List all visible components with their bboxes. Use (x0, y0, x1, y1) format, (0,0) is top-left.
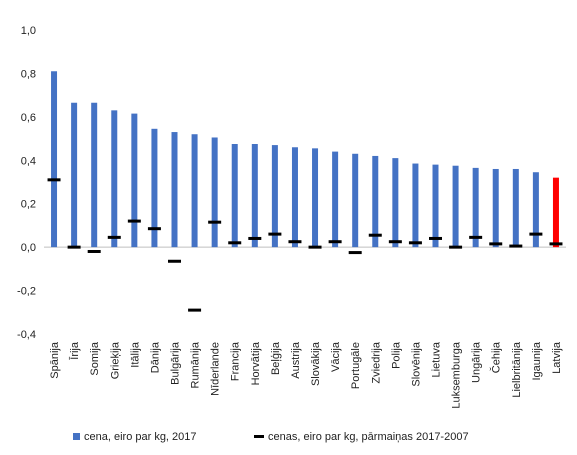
x-tick-label: Francija (230, 341, 242, 381)
y-tick-label: -0,2 (17, 286, 36, 298)
x-axis-labels: Spānija Īrija Somija Grieķija Itālija Dānija B… (49, 341, 563, 409)
x-tick-label: Zviedrija (370, 341, 382, 383)
x-tick-label: Īrija (69, 341, 81, 360)
y-tick-label: 0,8 (21, 68, 36, 80)
bar (91, 102, 98, 248)
x-tick-label: Ungārija (471, 341, 483, 383)
x-tick-label: Lielbritānija (511, 341, 523, 398)
x-tick-label: Čehija (490, 341, 503, 373)
y-tick-label: 0,2 (21, 199, 36, 211)
y-tick-label: 0,0 (21, 242, 36, 254)
change-marker (368, 233, 382, 237)
change-marker (188, 308, 202, 312)
bar (432, 164, 439, 248)
bar (271, 145, 278, 248)
bar (412, 163, 419, 248)
change-marker (328, 240, 342, 244)
x-tick-label: Vācija (330, 341, 342, 372)
change-marker (509, 244, 523, 248)
bar (392, 158, 399, 248)
bar (151, 128, 158, 248)
y-tick-label: 1,0 (21, 25, 36, 37)
bar (372, 155, 379, 248)
bar (512, 168, 519, 248)
x-tick-label: Austrija (290, 341, 302, 379)
bar (352, 153, 359, 248)
bar-series (51, 71, 559, 248)
marker-series (47, 178, 563, 312)
bar (532, 172, 539, 248)
change-marker (248, 236, 262, 240)
legend-bar-swatch (73, 433, 80, 440)
bar (492, 168, 499, 248)
x-tick-label: Beļģija (269, 341, 282, 375)
change-marker (549, 242, 563, 246)
x-tick-label: Portugāle (350, 342, 362, 389)
x-tick-label: Polija (390, 341, 402, 369)
change-marker (449, 245, 463, 249)
change-marker (388, 240, 402, 244)
change-marker (228, 241, 242, 245)
bar (231, 144, 238, 248)
legend-label: cenas, eiro par kg, pārmaiņas 2017-2007 (268, 431, 469, 443)
change-marker (268, 232, 282, 236)
change-marker (107, 235, 121, 239)
x-tick-label: Lietuva (431, 341, 443, 377)
legend-marker-swatch (254, 435, 264, 438)
change-marker (529, 232, 543, 236)
change-marker (67, 245, 81, 249)
bar (211, 137, 218, 248)
change-marker (47, 178, 61, 182)
legend-label: cena, eiro par kg, 2017 (84, 431, 197, 443)
x-tick-label: Slovākija (310, 341, 322, 386)
bar (472, 167, 479, 248)
x-tick-label: Dānija (149, 341, 161, 373)
x-tick-label: Bulgārija (170, 341, 182, 385)
x-tick-label: Igaunija (531, 341, 543, 380)
bar (291, 147, 298, 248)
x-tick-label: Latvija (551, 341, 563, 374)
change-marker (147, 227, 161, 231)
x-tick-label: Rumānija (190, 341, 202, 388)
y-tick-label: 0,6 (21, 112, 36, 124)
x-tick-label: Itālija (129, 341, 141, 368)
bar (552, 177, 559, 248)
x-tick-label: Grieķija (109, 341, 121, 379)
change-marker (308, 245, 322, 249)
y-axis-ticks: -0,4 -0,2 0,0 0,2 0,4 0,6 0,8 1,0 (17, 25, 36, 341)
bar (251, 144, 258, 248)
bar (51, 71, 58, 248)
change-marker (127, 219, 141, 223)
bar (312, 148, 319, 248)
bar (111, 110, 118, 248)
bar (131, 113, 138, 248)
change-marker (168, 259, 181, 263)
x-tick-label: Horvātija (250, 341, 262, 385)
x-tick-label: Luksemburga (451, 341, 463, 409)
x-tick-label: Spānija (49, 341, 61, 379)
bar (171, 132, 178, 248)
change-marker (208, 220, 222, 224)
change-marker (348, 251, 362, 255)
change-marker (469, 235, 483, 239)
y-tick-label: 0,4 (21, 155, 36, 167)
x-tick-label: Nīderlande (210, 342, 222, 396)
x-tick-label: Slovēnija (410, 341, 422, 387)
change-marker (288, 240, 302, 244)
x-tick-label: Somija (89, 341, 101, 376)
bar (332, 151, 339, 248)
change-marker (87, 249, 101, 253)
legend: cena, eiro par kg, 2017 cenas, eiro par k… (73, 431, 469, 443)
y-tick-label: -0,4 (17, 329, 36, 341)
bar (452, 165, 459, 248)
bar (71, 102, 78, 248)
change-marker (429, 236, 442, 240)
change-marker (489, 242, 503, 246)
bar (191, 134, 198, 248)
change-marker (408, 241, 422, 245)
